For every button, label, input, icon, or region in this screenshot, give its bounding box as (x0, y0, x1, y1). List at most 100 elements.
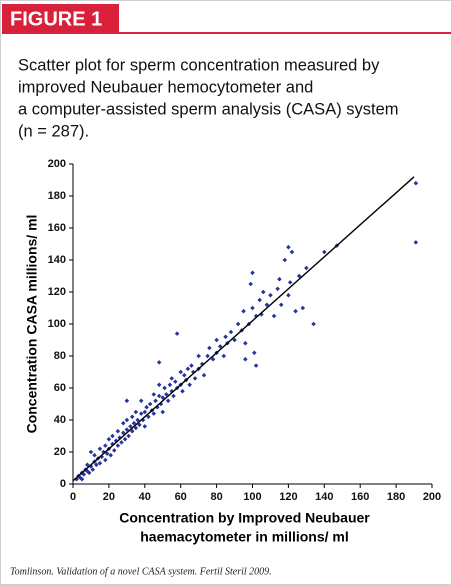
point (131, 420, 137, 426)
point (142, 424, 148, 429)
x-tick-label: 200 (423, 491, 441, 503)
caption-line: Scatter plot for sperm concentration mea… (18, 56, 380, 74)
point (413, 240, 419, 245)
point (94, 462, 99, 468)
x-tick-label: 140 (315, 491, 333, 503)
y-tick-label: 0 (60, 478, 66, 490)
x-axis-title: haemacytometer in millions/ ml (140, 529, 349, 545)
x-tick-label: 80 (210, 491, 222, 503)
point (97, 460, 103, 466)
x-tick-label: 100 (243, 491, 261, 503)
point (243, 356, 248, 362)
y-tick-label: 40 (54, 414, 66, 426)
x-tick-label: 160 (351, 491, 369, 503)
point (300, 305, 306, 311)
point (248, 281, 253, 287)
point (153, 398, 158, 404)
point (228, 329, 234, 335)
point (189, 363, 194, 368)
point (221, 353, 227, 359)
point (187, 382, 192, 388)
y-tick-label: 160 (48, 222, 66, 234)
x-tick-label: 180 (387, 491, 405, 503)
point (217, 344, 223, 349)
point (275, 286, 280, 292)
point (160, 395, 166, 400)
point (235, 321, 241, 327)
point (173, 379, 178, 384)
point (156, 360, 162, 365)
point (142, 409, 148, 415)
x-tick-label: 20 (103, 491, 115, 503)
point (144, 404, 149, 410)
point (185, 366, 191, 372)
point (97, 446, 103, 452)
point (289, 249, 295, 255)
header-box (2, 4, 119, 34)
caption-line: a computer-assisted sperm analysis (CASA… (18, 100, 399, 118)
y-tick-label: 80 (54, 350, 66, 362)
y-tick-label: 180 (48, 190, 66, 202)
point (261, 289, 266, 295)
fit-line (72, 176, 415, 482)
point (171, 393, 176, 399)
point (322, 249, 327, 255)
point (90, 467, 96, 472)
point (243, 340, 248, 346)
x-tick-label: 40 (139, 491, 151, 503)
caption-line: improved Neubauer hemocytometer and (18, 78, 313, 96)
point (413, 180, 419, 186)
point (120, 430, 126, 436)
point (104, 451, 110, 456)
point (304, 265, 309, 271)
x-tick-label: 0 (70, 491, 76, 503)
point (112, 448, 117, 453)
point (278, 302, 284, 308)
point (286, 292, 291, 298)
point (169, 376, 174, 381)
point (156, 393, 162, 399)
x-tick-label: 120 (279, 491, 297, 503)
point (124, 398, 130, 404)
point (129, 428, 135, 434)
point (277, 276, 282, 282)
point (250, 305, 255, 311)
y-tick-label: 20 (54, 446, 66, 458)
footer: Tomlinson. Validation of a novel CASA sy… (10, 566, 272, 577)
point (138, 411, 144, 416)
point (293, 308, 298, 314)
point (205, 353, 210, 359)
x-tick-label: 60 (175, 491, 187, 503)
point (232, 337, 237, 343)
point (282, 257, 288, 263)
y-tick-label: 60 (54, 382, 66, 394)
point (287, 280, 293, 285)
y-tick-label: 200 (48, 158, 66, 170)
point (250, 270, 255, 276)
point (174, 331, 180, 336)
point (85, 462, 90, 468)
point (257, 297, 262, 303)
point (160, 409, 166, 415)
point (129, 414, 135, 420)
y-axis-title: Concentration CASA millions/ ml (24, 215, 40, 434)
point (138, 398, 144, 404)
y-tick-label: 120 (48, 286, 66, 298)
point (296, 273, 302, 279)
point (268, 292, 273, 298)
header-rule (2, 32, 451, 34)
point (214, 337, 219, 343)
point (128, 424, 133, 429)
point (311, 321, 316, 327)
point (201, 372, 207, 378)
point (146, 414, 151, 420)
figure-label: FIGURE 1 (10, 8, 102, 30)
y-tick-label: 140 (48, 254, 66, 266)
point (271, 313, 277, 319)
point (286, 244, 291, 250)
point (264, 302, 270, 308)
y-tick-label: 100 (48, 318, 66, 330)
